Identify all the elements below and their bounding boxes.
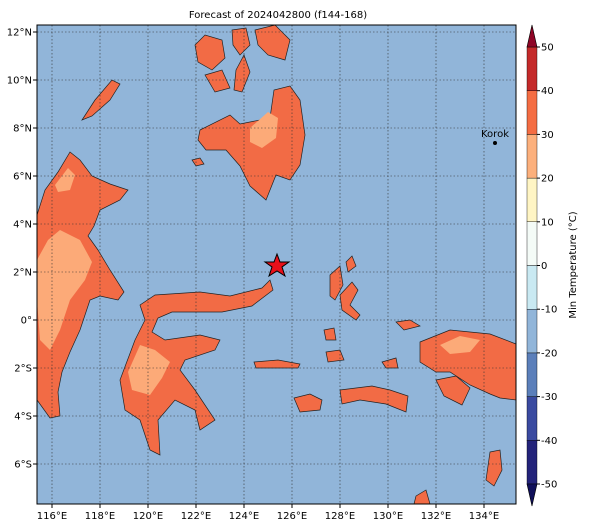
- lon-tick-label: 116°E: [37, 511, 67, 522]
- colorbar-tick-label: 0: [541, 261, 547, 272]
- land-warm: [37, 230, 92, 350]
- colorbar-band: [526, 396, 538, 441]
- lat-tick-label: 6°N: [13, 172, 32, 183]
- colorbar-under: [526, 483, 538, 507]
- star-marker: [263, 252, 291, 278]
- colorbar-tick-label: 10: [541, 217, 554, 228]
- colorbar-tick-label: -30: [541, 392, 557, 403]
- lon-tick-label: 134°E: [469, 511, 499, 522]
- colorbar-tick-label: -10: [541, 305, 557, 316]
- colorbar-band: [526, 352, 538, 397]
- land: [323, 327, 337, 341]
- colorbar-band: [526, 221, 538, 266]
- lon-tick-label: 130°E: [373, 511, 403, 522]
- land: [293, 393, 323, 413]
- lon-tick-label: 120°E: [133, 511, 163, 522]
- lat-tick-label: 10°N: [7, 76, 32, 87]
- lat-tick-label: 8°N: [13, 124, 32, 135]
- lat-tick-label: 0°: [21, 316, 32, 327]
- lon-tick-label: 124°E: [229, 511, 259, 522]
- colorbar-band: [526, 46, 538, 91]
- land: [233, 54, 251, 93]
- lon-tick-label: 118°E: [85, 511, 115, 522]
- land: [36, 151, 129, 419]
- land: [339, 385, 409, 413]
- colorbar-tick-label: 30: [541, 130, 554, 141]
- colorbar-label: Min Temperature (°C): [568, 211, 579, 318]
- land-warm: [128, 345, 170, 395]
- land: [395, 319, 421, 331]
- title: Forecast of 2024042800 (f144-168): [189, 10, 367, 21]
- lat-tick-label: 2°S: [14, 364, 32, 375]
- colorbar-band: [526, 265, 538, 310]
- map-frame: [36, 24, 517, 505]
- lon-tick-label: 132°E: [421, 511, 451, 522]
- colorbar-band: [526, 177, 538, 223]
- land: [194, 34, 226, 71]
- land: [231, 27, 251, 56]
- land: [253, 359, 301, 369]
- colorbar-tick-label: 50: [541, 43, 554, 54]
- lat-tick-label: 12°N: [7, 28, 32, 39]
- land: [191, 157, 205, 167]
- land: [435, 375, 471, 406]
- lon-tick-label: 126°E: [277, 511, 307, 522]
- colorbar-band: [526, 309, 538, 354]
- lat-tick-label: 6°S: [14, 460, 32, 471]
- colorbar-tick-label: -40: [541, 436, 557, 447]
- lat-tick-label: 4°N: [13, 220, 32, 231]
- land: [345, 255, 357, 273]
- land: [485, 449, 503, 487]
- station-dot: [493, 141, 497, 145]
- land: [204, 69, 231, 93]
- land: [339, 281, 361, 321]
- colorbar-band: [526, 440, 538, 485]
- lat-tick-label: 2°N: [13, 268, 32, 279]
- colorbar-band: [526, 134, 538, 179]
- lon-tick-label: 122°E: [181, 511, 211, 522]
- colorbar-tick-label: -20: [541, 348, 557, 359]
- station-label: Korok: [481, 129, 509, 140]
- lat-tick-label: 4°S: [14, 412, 32, 423]
- lon-tick-label: 128°E: [325, 511, 355, 522]
- land: [81, 79, 121, 121]
- colorbar-tick-label: 20: [541, 174, 554, 185]
- land-warm: [250, 112, 278, 148]
- colorbar-tick-label: -50: [541, 480, 557, 491]
- land: [119, 279, 274, 456]
- colorbar-over: [526, 24, 538, 48]
- colorbar-band: [526, 90, 538, 135]
- land-warm: [55, 168, 75, 192]
- land: [325, 349, 345, 363]
- colorbar-tick-label: 40: [541, 86, 554, 97]
- land-warm: [440, 336, 480, 354]
